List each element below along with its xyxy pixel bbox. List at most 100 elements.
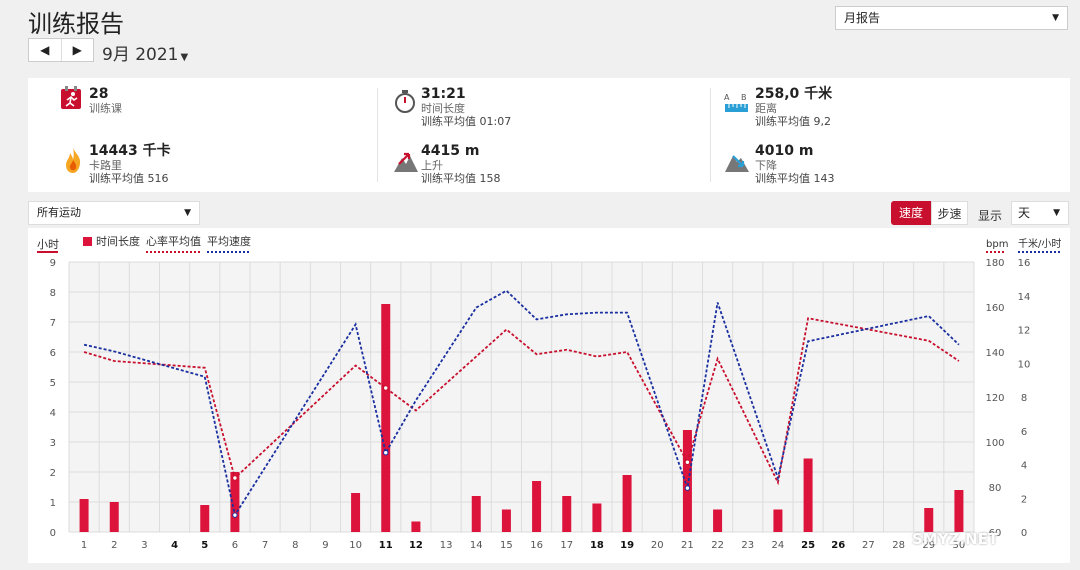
bar-duration (562, 496, 572, 532)
stat-label: 下降 (755, 159, 777, 172)
stat-duration: 31:21 时间长度 训练平均值 01:07 (421, 86, 511, 128)
flame-icon (66, 148, 81, 173)
stat-average: 训练平均值 158 (421, 172, 501, 185)
bar-duration (622, 475, 632, 532)
stopwatch-icon (395, 90, 415, 113)
granularity-value: 天 (1018, 206, 1031, 220)
training-chart: 0123456789608010012014016018002468101214… (28, 228, 1070, 563)
x-tick-label: 20 (651, 540, 664, 551)
stat-label: 时间长度 (421, 102, 465, 115)
point-speed (684, 485, 691, 491)
period-label: 9月 2021 (102, 45, 179, 65)
stat-sessions: 28 训练课 (89, 86, 122, 115)
y-tick-bpm: 80 (989, 483, 1002, 494)
y-tick-kmh: 14 (1018, 292, 1031, 303)
y-tick-kmh: 10 (1018, 359, 1031, 370)
bar-duration (592, 503, 602, 532)
stat-label: 上升 (421, 159, 443, 172)
y-tick-hours: 9 (50, 258, 56, 269)
x-tick-label: 29 (922, 540, 935, 551)
y-tick-bpm: 120 (985, 393, 1004, 404)
prev-period-button[interactable]: ◀ (29, 39, 62, 61)
report-type-select[interactable]: 月报告 ▼ (835, 6, 1068, 30)
y-tick-kmh: 6 (1021, 427, 1027, 438)
bar-duration (411, 521, 421, 532)
bar-duration (501, 509, 511, 532)
chevron-down-icon: ▼ (1053, 208, 1060, 218)
watermark: SMYZ.NET (912, 530, 999, 548)
bar-duration (773, 509, 783, 532)
chevron-down-icon: ▼ (180, 52, 189, 63)
point-heart-rate (383, 385, 389, 391)
x-tick-label: 8 (292, 540, 298, 551)
bar-duration (532, 481, 542, 532)
x-tick-label: 1 (81, 540, 87, 551)
y-tick-kmh: 4 (1021, 461, 1027, 472)
descent-icon (725, 155, 749, 172)
y-tick-bpm: 100 (985, 438, 1004, 449)
x-tick-label: 30 (953, 540, 966, 551)
bar-duration (230, 472, 240, 532)
x-tick-label: 26 (831, 540, 845, 551)
y-tick-kmh: 2 (1021, 494, 1027, 505)
x-tick-label: 3 (141, 540, 147, 551)
y-tick-bpm: 140 (985, 348, 1004, 359)
x-tick-label: 6 (232, 540, 238, 551)
x-tick-label: 22 (711, 540, 724, 551)
ascent-icon (394, 152, 418, 172)
chevron-down-icon: ▼ (1052, 13, 1059, 23)
calendar-run-icon (61, 86, 81, 109)
legend-unit-hours: 小时 (37, 238, 59, 251)
y-tick-hours: 0 (50, 528, 56, 539)
point-speed (232, 512, 238, 518)
stat-average: 训练平均值 9,2 (755, 115, 831, 128)
legend-unit-kmh: 千米/小时 (1018, 237, 1061, 250)
x-tick-label: 28 (892, 540, 905, 551)
granularity-select[interactable]: 天 ▼ (1011, 201, 1069, 225)
y-tick-kmh: 16 (1018, 258, 1031, 269)
bar-duration (79, 499, 89, 532)
y-tick-hours: 8 (50, 288, 56, 299)
stat-label: 卡路里 (89, 159, 122, 172)
x-tick-label: 2 (111, 540, 117, 551)
bar-duration (109, 502, 119, 532)
y-tick-hours: 4 (50, 408, 56, 419)
x-tick-label: 27 (862, 540, 875, 551)
period-selector[interactable]: 9月 2021 ▼ (102, 40, 188, 65)
stat-descent: 4010 m 下降 训练平均值 143 (755, 143, 835, 185)
x-tick-label: 9 (322, 540, 328, 551)
y-tick-kmh: 12 (1018, 326, 1031, 337)
point-heart-rate (232, 475, 238, 481)
x-tick-label: 18 (590, 540, 604, 551)
stat-value: 4415 m (421, 143, 480, 159)
next-period-button[interactable]: ▶ (72, 43, 82, 57)
display-label: 显示 (978, 209, 1003, 223)
y-tick-hours: 1 (50, 498, 56, 509)
stat-average: 训练平均值 01:07 (421, 115, 512, 128)
x-tick-label: 16 (530, 540, 543, 551)
speed-toggle-button[interactable]: 速度 (891, 201, 931, 225)
y-tick-hours: 3 (50, 438, 56, 449)
bar-duration (381, 304, 391, 532)
stat-value: 31:21 (421, 86, 466, 102)
y-tick-bpm: 60 (989, 528, 1002, 539)
x-tick-label: 10 (349, 540, 362, 551)
stat-label: 距离 (755, 102, 777, 115)
y-tick-bpm: 160 (985, 303, 1004, 314)
bar-duration (471, 496, 481, 532)
y-tick-hours: 5 (50, 378, 56, 389)
bar-duration (803, 458, 813, 532)
y-tick-hours: 6 (50, 348, 56, 359)
period-nav: ◀ ▶ (28, 38, 94, 62)
pace-toggle-button[interactable]: 步速 (931, 201, 968, 225)
report-type-value: 月报告 (844, 11, 881, 25)
stat-average: 训练平均值 516 (89, 172, 169, 185)
stat-calories: 14443 千卡 卡路里 训练平均值 516 (89, 143, 171, 185)
stat-ascent: 4415 m 上升 训练平均值 158 (421, 143, 501, 185)
y-tick-kmh: 8 (1021, 393, 1027, 404)
x-tick-label: 4 (171, 540, 178, 551)
page-title: 训练报告 (28, 10, 124, 38)
y-tick-hours: 2 (50, 468, 56, 479)
stat-value: 258,0 千米 (755, 86, 833, 102)
sport-filter-select[interactable]: 所有运动 ▼ (28, 201, 200, 225)
